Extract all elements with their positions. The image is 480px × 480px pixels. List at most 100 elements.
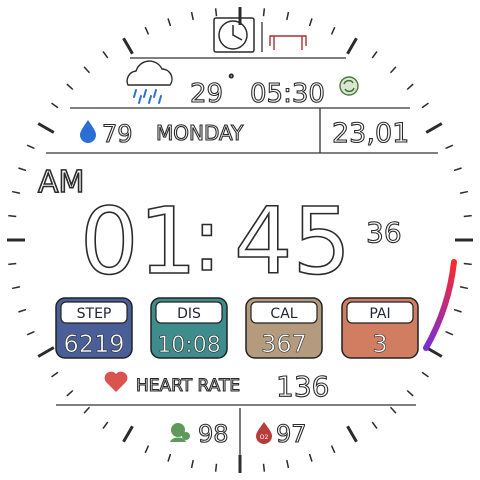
stat-chip-label: STEP: [77, 306, 112, 322]
bezel-minor-tick: [389, 66, 397, 74]
bezel-minor-tick: [445, 330, 454, 336]
heart-rate-value: 136: [276, 370, 329, 403]
activity-progress-arc: [423, 259, 457, 351]
day-of-week: MONDAY: [156, 121, 244, 145]
clock-hours: 01: [80, 188, 197, 295]
bezel-minor-tick: [144, 26, 150, 35]
stat-chip-value: 6219: [63, 330, 124, 358]
spo2-icon: O2: [256, 422, 272, 444]
stat-chip-pai[interactable]: PAI 3: [341, 297, 419, 359]
stat-chip-label: DIS: [177, 306, 201, 322]
bezel-minor-tick: [167, 453, 172, 462]
bezel-minor-tick: [406, 389, 414, 397]
sync-icon[interactable]: [339, 76, 359, 96]
humidity-value: 79: [102, 120, 133, 148]
bezel-minor-tick: [463, 262, 472, 266]
stat-chip-value: 10:08: [157, 333, 220, 358]
bezel-ticks: [7, 7, 473, 473]
bezel-minor-tick: [371, 421, 378, 429]
temperature-value: 29: [190, 79, 223, 109]
stat-chip-dis[interactable]: DIS 10:08: [150, 297, 228, 359]
clock-seconds: 36: [366, 216, 402, 249]
bezel-minor-tick: [371, 51, 378, 59]
bezel-minor-tick: [214, 8, 218, 17]
stat-chip-step[interactable]: STEP 6219: [55, 297, 133, 359]
stat-chip-label-box: [346, 301, 414, 324]
spo2-icon-text: O2: [260, 434, 269, 441]
divider-lines: [46, 22, 438, 470]
bezel-minor-tick: [190, 11, 194, 21]
bezel-minor-tick: [102, 51, 109, 59]
bezel-minor-tick: [286, 11, 290, 21]
stat-chip-label-box: [250, 301, 318, 324]
bezel-minor-tick: [51, 102, 59, 109]
bezel-minor-tick: [66, 389, 74, 397]
heart-rate-label: HEART RATE: [136, 376, 240, 396]
stat-chip-label: CAL: [270, 306, 297, 322]
sunrise-time: 05:30: [250, 79, 325, 109]
rain-cloud-icon: [126, 60, 173, 104]
stat-chip-label-box: [155, 301, 223, 324]
clock-minutes: 45: [234, 188, 351, 295]
bezel-minor-tick: [11, 286, 21, 290]
bezel-major-tick: [37, 122, 55, 134]
bezel-major-tick: [346, 425, 358, 443]
bezel-minor-tick: [308, 18, 313, 27]
bezel-minor-tick: [453, 167, 462, 172]
bezel-minor-tick: [262, 8, 266, 17]
bezel-minor-tick: [144, 445, 150, 454]
stress-icon: [170, 423, 190, 442]
bezel-major-tick: [122, 37, 134, 55]
stat-chip-value: 3: [372, 330, 387, 358]
bezel-major-tick: [122, 425, 134, 443]
bezel-minor-tick: [421, 102, 429, 109]
bezel-minor-tick: [26, 330, 35, 336]
stat-chip-label: PAI: [369, 306, 390, 322]
bezel-minor-tick: [421, 371, 429, 378]
stat-chip-label-box: [60, 301, 128, 324]
bezel-major-tick: [425, 122, 443, 134]
spo2-value: 97: [276, 420, 307, 448]
clock-icon[interactable]: [213, 17, 255, 53]
am-pm-indicator: AM: [38, 165, 84, 200]
bezel-minor-tick: [26, 144, 35, 150]
bezel-minor-tick: [11, 190, 21, 194]
bezel-minor-tick: [463, 214, 472, 218]
stress-value: 98: [198, 420, 229, 448]
bezel-minor-tick: [8, 262, 17, 266]
stat-chip-cal[interactable]: CAL 367: [245, 297, 323, 359]
bezel-minor-tick: [459, 190, 469, 194]
bezel-minor-tick: [190, 459, 194, 469]
date-value: 23,01: [332, 118, 409, 149]
bezel-minor-tick: [18, 167, 27, 172]
bezel-minor-tick: [459, 286, 469, 290]
stat-chip-value: 367: [261, 330, 307, 358]
clock-separator: :: [192, 188, 222, 291]
bezel-minor-tick: [445, 144, 454, 150]
bezel-minor-tick: [102, 421, 109, 429]
degree-symbol: °: [228, 73, 235, 88]
bezel-minor-tick: [214, 463, 218, 472]
bezel-minor-tick: [83, 406, 91, 414]
bezel-major-tick: [37, 346, 55, 358]
bezel-minor-tick: [167, 18, 172, 27]
bezel-minor-tick: [51, 371, 59, 378]
bezel-minor-tick: [453, 308, 462, 313]
bezel-minor-tick: [66, 83, 74, 91]
bezel-minor-tick: [83, 66, 91, 74]
bezel-minor-tick: [330, 26, 336, 35]
bezel-minor-tick: [330, 445, 336, 454]
bezel-minor-tick: [262, 463, 266, 472]
water-drop-icon: [80, 120, 96, 143]
bezel-minor-tick: [389, 406, 397, 414]
bezel-minor-tick: [8, 214, 17, 218]
bezel-minor-tick: [308, 453, 313, 462]
bezel-minor-tick: [286, 459, 290, 469]
bezel-minor-tick: [18, 308, 27, 313]
stats-row: STEP 6219 DIS 10:08 CAL 367 PAI 3: [55, 297, 419, 359]
bezel-minor-tick: [406, 83, 414, 91]
bezel-major-tick: [346, 37, 358, 55]
heart-icon: [104, 371, 128, 392]
battery-icon: [269, 35, 307, 50]
